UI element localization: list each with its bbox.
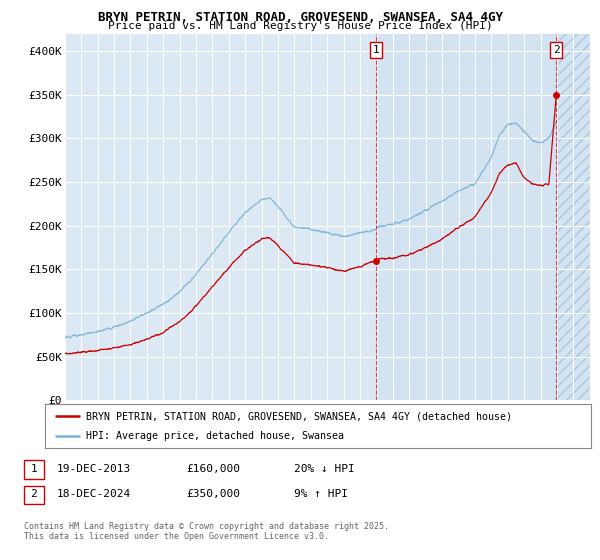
Text: BRYN PETRIN, STATION ROAD, GROVESEND, SWANSEA, SA4 4GY (detached house): BRYN PETRIN, STATION ROAD, GROVESEND, SW… — [86, 411, 512, 421]
Text: £160,000: £160,000 — [186, 464, 240, 474]
Text: HPI: Average price, detached house, Swansea: HPI: Average price, detached house, Swan… — [86, 431, 344, 441]
Text: 2: 2 — [553, 45, 560, 55]
Text: 18-DEC-2024: 18-DEC-2024 — [57, 489, 131, 499]
Bar — [376, 34, 556, 400]
Text: Price paid vs. HM Land Registry's House Price Index (HPI): Price paid vs. HM Land Registry's House … — [107, 21, 493, 31]
Text: Contains HM Land Registry data © Crown copyright and database right 2025.
This d: Contains HM Land Registry data © Crown c… — [24, 522, 389, 542]
Bar — [556, 34, 590, 400]
Text: £350,000: £350,000 — [186, 489, 240, 499]
Text: 2: 2 — [31, 489, 37, 499]
Text: BRYN PETRIN, STATION ROAD, GROVESEND, SWANSEA, SA4 4GY: BRYN PETRIN, STATION ROAD, GROVESEND, SW… — [97, 11, 503, 24]
Text: 19-DEC-2013: 19-DEC-2013 — [57, 464, 131, 474]
Text: 20% ↓ HPI: 20% ↓ HPI — [294, 464, 355, 474]
Text: 1: 1 — [373, 45, 379, 55]
Text: 1: 1 — [31, 464, 37, 474]
Bar — [556, 34, 590, 400]
Text: 9% ↑ HPI: 9% ↑ HPI — [294, 489, 348, 499]
